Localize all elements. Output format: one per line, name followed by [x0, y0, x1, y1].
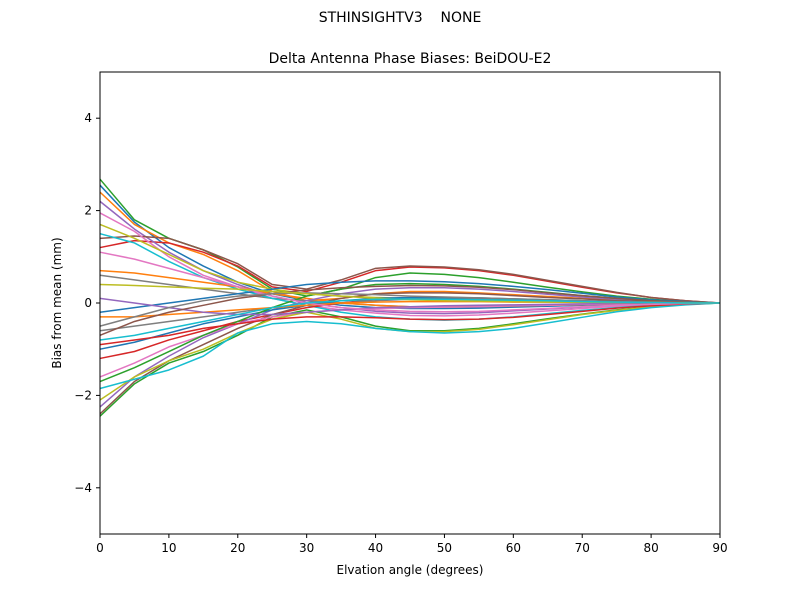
- series-line-27: [99, 251, 721, 313]
- series-line-15: [99, 287, 721, 408]
- x-tick-label: 50: [437, 541, 452, 555]
- y-tick-label: 2: [84, 204, 92, 218]
- series-line-7: [99, 212, 721, 317]
- series-line-25: [99, 297, 720, 316]
- x-tick-label: 10: [161, 541, 176, 555]
- x-axis: 0 10 20 30 40 50 60 70 80 90: [96, 534, 728, 555]
- y-axis-label: Bias from mean (mm): [50, 237, 64, 368]
- x-tick-label: 40: [368, 541, 383, 555]
- x-tick-label: 80: [643, 541, 658, 555]
- x-tick-label: 30: [299, 541, 314, 555]
- x-tick-label: 70: [575, 541, 590, 555]
- chart-title: Delta Antenna Phase Biases: BeiDOU-E2: [269, 51, 552, 67]
- x-tick-label: 90: [712, 541, 727, 555]
- series-layer: [99, 178, 721, 417]
- x-axis-label: Elvation angle (degrees): [337, 563, 484, 577]
- figure-suptitle: STHINSIGHTV3 NONE: [318, 10, 482, 26]
- y-tick-label: −2: [74, 388, 92, 402]
- series-line-6: [99, 235, 721, 304]
- series-line-11: [99, 280, 721, 313]
- series-line-24: [99, 302, 721, 346]
- series-line-26: [99, 284, 721, 337]
- series-line-16: [99, 292, 721, 415]
- x-tick-label: 0: [96, 541, 104, 555]
- series-line-20: [99, 302, 721, 390]
- y-tick-label: 4: [84, 111, 92, 125]
- series-line-2: [99, 191, 721, 304]
- y-tick-label: −4: [74, 481, 92, 495]
- y-tick-label: 0: [84, 296, 92, 310]
- series-line-30: [99, 298, 720, 341]
- y-axis: 4 2 0 −2 −4: [74, 111, 100, 495]
- x-tick-label: 60: [506, 541, 521, 555]
- series-line-3: [99, 178, 721, 304]
- x-tick-label: 20: [230, 541, 245, 555]
